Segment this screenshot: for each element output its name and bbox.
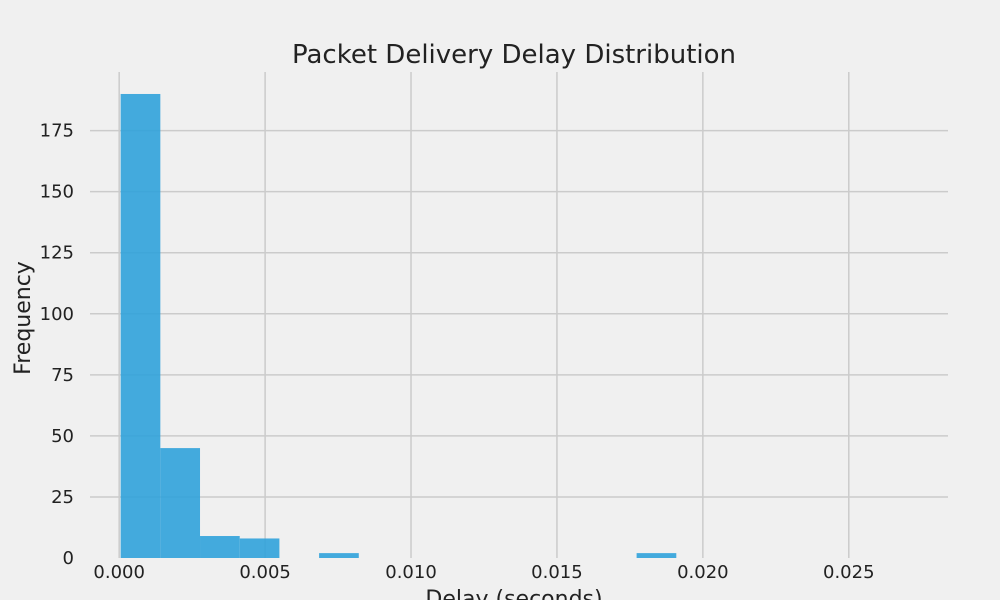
x-tick-label: 0.025 [823, 562, 875, 583]
y-tick-label: 0 [63, 548, 74, 569]
y-tick-label: 25 [51, 487, 74, 508]
x-tick-label: 0.005 [239, 562, 291, 583]
x-tick-label: 0.015 [531, 562, 583, 583]
histogram-bar [120, 93, 161, 559]
x-tick-label: 0.020 [677, 562, 729, 583]
histogram-bars [120, 93, 677, 559]
x-tick-label: 0.010 [385, 562, 437, 583]
histogram-bar [636, 553, 677, 558]
grid-lines [90, 72, 948, 558]
x-tick-labels: 0.000 0.005 0.010 0.015 0.020 0.025 [93, 562, 874, 583]
y-tick-label: 100 [40, 304, 74, 325]
y-tick-label: 75 [51, 365, 74, 386]
y-tick-label: 125 [40, 243, 74, 264]
x-axis-label: Delay (seconds) [425, 587, 602, 600]
y-tick-label: 175 [40, 121, 74, 142]
histogram-bar [239, 538, 280, 558]
y-tick-labels: 0 25 50 75 100 125 150 175 [40, 121, 74, 569]
chart-title: Packet Delivery Delay Distribution [292, 40, 736, 70]
x-tick-label: 0.000 [93, 562, 145, 583]
histogram-bar [319, 553, 359, 558]
histogram-bar [200, 536, 240, 558]
y-axis-label: Frequency [11, 261, 36, 375]
y-tick-label: 50 [51, 426, 74, 447]
y-tick-label: 150 [40, 182, 74, 203]
histogram-bar [160, 448, 201, 558]
